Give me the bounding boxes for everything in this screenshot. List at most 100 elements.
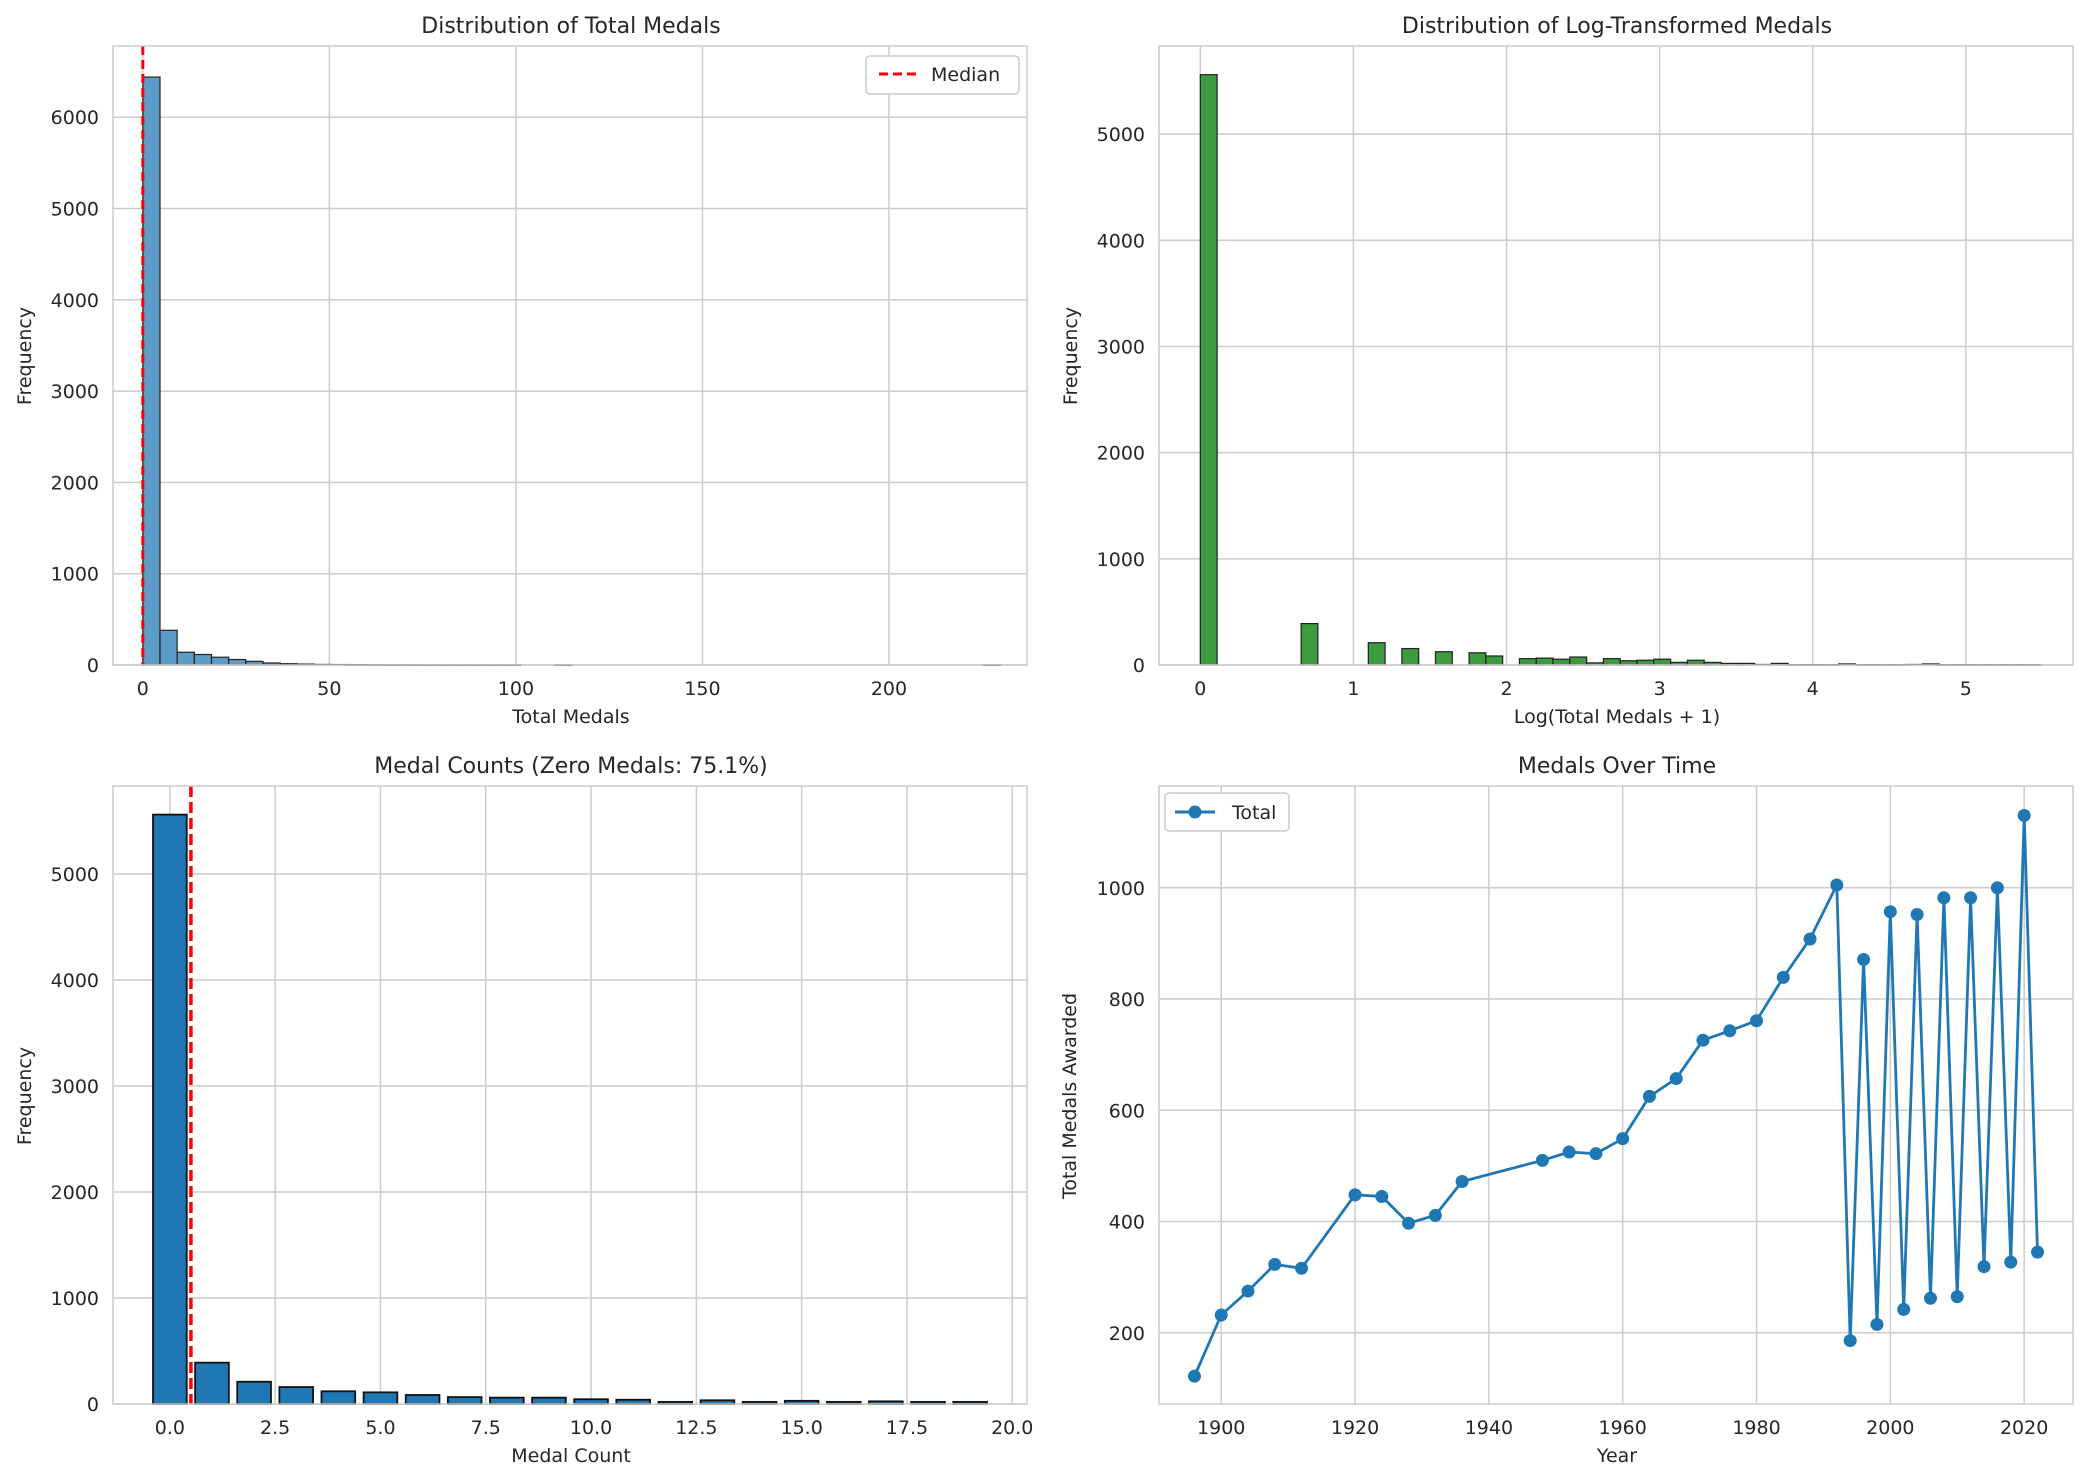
chart-4-series-0-point-25 <box>1883 905 1897 919</box>
chart-3: 0 1000 2000 3000 4000 5000 0.0 2.5 5.0 7.5 10.0 12.… <box>51 785 1033 1439</box>
chart-3-ytick-label-4: 4000 <box>51 970 99 992</box>
chart-4: 200 400 600 800 1000 1900 1920 1940 1960 1980 2000… <box>1097 785 2074 1439</box>
chart-4-ylabel: Total Medals Awarded <box>1059 993 1081 1200</box>
chart-4-legend-marker-swatch <box>1188 805 1202 819</box>
chart-3-xtick-label-7: 17.5 <box>886 1417 928 1439</box>
chart-2-title: Distribution of Log-Transformed Medals <box>1402 14 1832 39</box>
chart-2-bar-19 <box>1518 658 1537 666</box>
chart-2-bar-21 <box>1552 658 1571 666</box>
chart-4-series-0-point-9 <box>1455 1174 1469 1188</box>
chart-2-ylabel: Frequency <box>1060 307 1082 405</box>
chart-4-ytick-label-1: 400 <box>1109 1212 1145 1234</box>
chart-1: 0 1000 2000 3000 4000 5000 6000 0 50 100 150 200 <box>51 45 1028 700</box>
chart-1-xtick-label-2: 100 <box>498 678 534 700</box>
chart-4-series-0-point-6 <box>1375 1190 1389 1204</box>
chart-3-bar-0 <box>152 813 188 1405</box>
chart-2-xtick-label-1: 1 <box>1347 678 1359 700</box>
chart-1-bar-3 <box>193 653 213 666</box>
chart-4-xtick-label-0: 1900 <box>1197 1417 1245 1439</box>
chart-1-ytick-label-3: 3000 <box>51 381 99 403</box>
chart-3-ytick-label-5: 5000 <box>51 864 99 886</box>
chart-2-bar-17 <box>1485 655 1504 666</box>
chart-2-xtick-label-0: 0 <box>1194 678 1206 700</box>
chart-4-ytick-label-3: 800 <box>1109 989 1145 1011</box>
chart-4-xtick-label-4: 1980 <box>1732 1417 1780 1439</box>
chart-1-bar-2 <box>176 651 195 666</box>
chart-4-series-0-point-0 <box>1187 1369 1201 1383</box>
chart-4-ytick-label-2: 600 <box>1109 1100 1145 1122</box>
chart-1-bar-0 <box>142 76 161 666</box>
chart-4-series-0-point-27 <box>1910 907 1924 921</box>
chart-3-ytick-label-2: 2000 <box>51 1182 99 1204</box>
chart-1-ytick-label-6: 6000 <box>51 107 99 129</box>
chart-4-series-0-point-11 <box>1562 1145 1576 1159</box>
chart-1-xtick-label-1: 50 <box>317 678 341 700</box>
chart-4-series-0-point-12 <box>1589 1147 1603 1161</box>
chart-1-xtick-label-0: 0 <box>137 678 149 700</box>
chart-3-ytick-label-1: 1000 <box>51 1288 99 1310</box>
chart-4-series-0-point-21 <box>1830 878 1844 892</box>
chart-2: 0 1000 2000 3000 4000 5000 0 1 2 3 4 5 <box>1097 45 2074 700</box>
chart-3-xtick-label-4: 10.0 <box>570 1417 612 1439</box>
chart-2-bar-14 <box>1434 651 1453 666</box>
chart-3-bar-7 <box>446 1396 483 1405</box>
chart-4-series-0-point-2 <box>1241 1284 1255 1298</box>
chart-1-ytick-label-2: 2000 <box>51 472 99 494</box>
chart-4-series-0-point-3 <box>1268 1257 1282 1271</box>
chart-2-ytick-label-4: 4000 <box>1097 230 1145 252</box>
chart-1-xtick-label-4: 200 <box>871 678 907 700</box>
chart-4-series-0-point-17 <box>1723 1024 1737 1038</box>
chart-4-series-0-point-32 <box>1977 1260 1991 1274</box>
chart-1-legend: Median <box>865 55 1020 95</box>
chart-4-series-0-point-7 <box>1402 1216 1416 1230</box>
chart-4-series-0-point-5 <box>1348 1188 1362 1202</box>
chart-4-series-0-point-31 <box>1964 891 1978 905</box>
chart-4-legend-box <box>1164 792 1290 832</box>
chart-2-ytick-label-3: 3000 <box>1097 336 1145 358</box>
chart-1-ytick-label-5: 5000 <box>51 199 99 221</box>
chart-2-ytick-label-0: 0 <box>1133 655 1145 677</box>
chart-4-series-0-point-19 <box>1776 970 1790 984</box>
chart-4-series-0-point-33 <box>1990 881 2004 895</box>
chart-1-legend-box <box>865 55 1020 95</box>
chart-3-xlabel: Medal Count <box>511 1445 631 1467</box>
chart-4-series-0-point-36 <box>2031 1245 2045 1259</box>
chart-4-series-0-point-26 <box>1897 1302 1911 1316</box>
chart-4-xtick-label-3: 1960 <box>1599 1417 1647 1439</box>
chart-3-xtick-label-8: 20.0 <box>991 1417 1033 1439</box>
chart-3-bar-4 <box>320 1390 357 1405</box>
chart-2-frame <box>1158 45 2074 666</box>
chart-2-xtick-label-2: 2 <box>1500 678 1512 700</box>
chart-2-ytick-label-2: 2000 <box>1097 443 1145 465</box>
chart-1-ylabel: Frequency <box>14 307 36 405</box>
chart-4-series-0-point-34 <box>2004 1255 2018 1269</box>
chart-2-bar-24 <box>1602 658 1621 666</box>
chart-3-bar-8 <box>489 1396 525 1405</box>
chart-4-series-0-point-8 <box>1428 1208 1442 1222</box>
chart-2-xlabel: Log(Total Medals + 1) <box>1514 706 1720 728</box>
chart-3-ytick-label-0: 0 <box>87 1394 99 1416</box>
chart-1-frame <box>112 45 1028 666</box>
chart-1-title: Distribution of Total Medals <box>421 14 720 39</box>
chart-4-series-0-point-35 <box>2017 808 2031 822</box>
chart-1-ytick-label-1: 1000 <box>51 564 99 586</box>
chart-3-bar-2 <box>236 1380 272 1405</box>
chart-4-xtick-label-2: 1940 <box>1465 1417 1513 1439</box>
chart-1-xlabel: Total Medals <box>511 706 629 728</box>
chart-2-bar-6 <box>1300 622 1319 666</box>
chart-2-bar-22 <box>1569 656 1588 666</box>
chart-3-bar-5 <box>362 1391 399 1405</box>
chart-1-bar-4 <box>210 656 230 666</box>
chart-4-frame <box>1158 785 2074 1405</box>
chart-4-series-0-point-15 <box>1669 1072 1683 1086</box>
chart-3-xtick-label-0: 0.0 <box>155 1417 185 1439</box>
chart-4-xtick-label-5: 2000 <box>1866 1417 1914 1439</box>
chart-2-bar-0 <box>1199 74 1218 666</box>
chart-3-xtick-label-5: 12.5 <box>675 1417 717 1439</box>
chart-3-bar-3 <box>278 1386 314 1405</box>
chart-4-series-0-point-10 <box>1535 1153 1549 1167</box>
chart-2-bar-10 <box>1367 642 1386 666</box>
chart-4-title: Medals Over Time <box>1518 754 1716 779</box>
